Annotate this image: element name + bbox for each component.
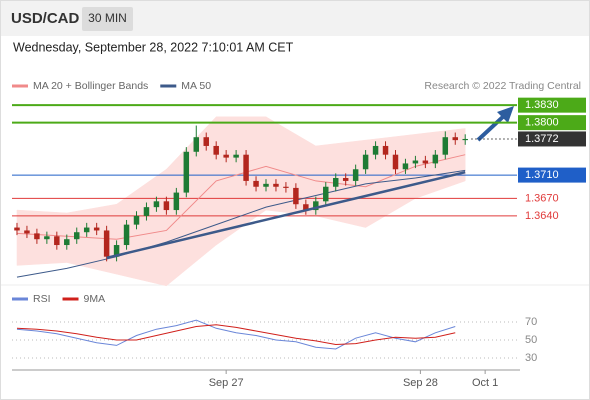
candle-body — [123, 224, 130, 246]
candle-body — [213, 145, 219, 155]
candle-body — [462, 138, 468, 141]
candle-body — [64, 239, 70, 246]
candle-body — [103, 230, 110, 257]
candle-body — [203, 137, 209, 146]
level-label: 1.3800 — [525, 117, 559, 129]
candle-body — [352, 169, 359, 181]
level-label: 1.3670 — [525, 192, 559, 204]
candle-body — [392, 154, 399, 170]
candle-body — [263, 183, 269, 187]
candle-body — [402, 163, 409, 170]
candle-body — [163, 201, 170, 211]
attribution: Research © 2022 Trading Central — [424, 80, 581, 92]
level-box — [518, 167, 586, 183]
candle-body — [323, 186, 329, 202]
moving-average — [16, 169, 466, 278]
level-label: 1.3772 — [525, 133, 559, 145]
candle-body — [153, 201, 160, 208]
moving-average — [16, 154, 466, 240]
trendline — [106, 170, 466, 260]
level-label: 1.3710 — [525, 169, 559, 181]
y-tick-label: 50 — [525, 334, 537, 346]
candle-body — [412, 160, 419, 164]
candle-body — [372, 145, 379, 155]
candle-body — [332, 178, 339, 187]
candle-body — [362, 154, 369, 170]
level-label: 1.3640 — [525, 210, 559, 222]
symbol: USD/CAD — [11, 10, 80, 27]
candle-body — [183, 151, 190, 193]
indicator-line — [16, 324, 456, 346]
candle-body — [93, 227, 100, 231]
x-tick-label: Sep 27 — [209, 377, 244, 389]
candle-body — [74, 232, 80, 240]
forecast-arrowhead — [497, 106, 514, 123]
candle-body — [342, 178, 349, 181]
candle-body — [54, 236, 60, 246]
candle-body — [14, 227, 20, 231]
candle-body — [283, 186, 289, 188]
legend-label: RSI — [33, 293, 51, 305]
candle-body — [432, 154, 439, 164]
candle-body — [442, 137, 449, 155]
level-box — [518, 115, 586, 131]
level-box — [518, 131, 586, 147]
candle-body — [223, 154, 229, 158]
x-tick-label: Oct 1 — [472, 377, 498, 389]
timeframe-button[interactable] — [82, 7, 133, 31]
candle-body — [243, 154, 249, 181]
datetime: Wednesday, September 28, 2022 7:10:01 AM… — [13, 40, 294, 54]
legend-label: 9MA — [84, 293, 106, 305]
level-label: 1.3830 — [525, 99, 559, 111]
candle-body — [34, 233, 40, 240]
candle-body — [303, 204, 309, 211]
candle-body — [273, 183, 279, 187]
candle-body — [452, 137, 458, 141]
legend-label: MA 20 + Bollinger Bands — [33, 80, 148, 92]
timeframe[interactable]: 30 MIN — [88, 11, 127, 25]
candle-body — [293, 187, 299, 205]
candle-body — [44, 236, 50, 240]
candle-body — [113, 245, 120, 257]
level-box — [518, 97, 586, 113]
candle-body — [143, 207, 150, 216]
candle-body — [233, 154, 239, 158]
candle-body — [83, 227, 90, 233]
x-tick-label: Sep 28 — [403, 377, 438, 389]
forecast-arrow — [476, 112, 508, 142]
candle-body — [173, 192, 180, 211]
candle-body — [253, 180, 259, 187]
candle-body — [24, 230, 30, 234]
candle-body — [313, 201, 319, 211]
legend-label: MA 50 — [181, 80, 211, 92]
indicator-line — [16, 319, 456, 350]
y-tick-label: 30 — [525, 352, 537, 364]
candle-body — [133, 215, 140, 225]
candle-body — [422, 160, 429, 164]
candle-body — [382, 145, 389, 155]
y-tick-label: 70 — [525, 316, 537, 328]
candle-body — [193, 137, 200, 152]
